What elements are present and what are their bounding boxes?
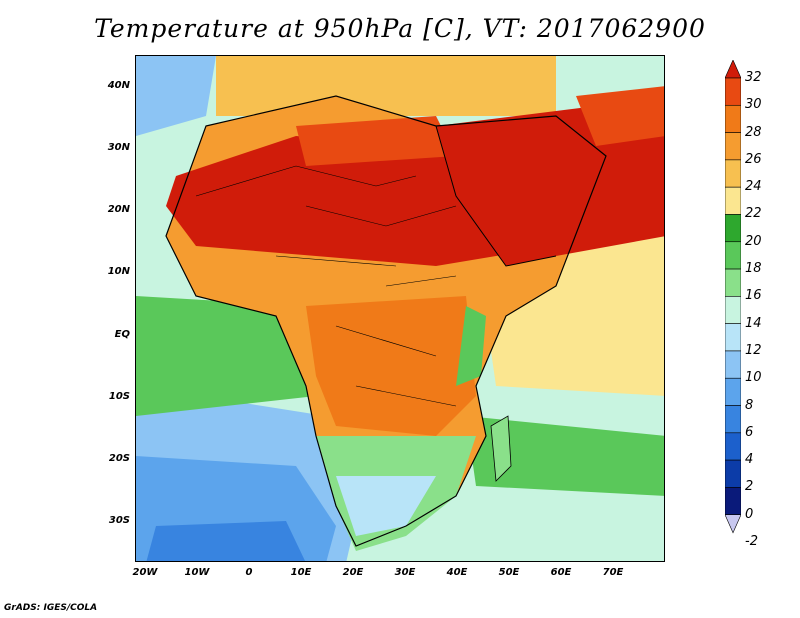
colorbar-label-20: 20	[745, 233, 762, 249]
colorbar-label-8: 8	[745, 397, 754, 413]
persian-region	[576, 86, 664, 146]
colorbar-segment-16	[725, 268, 741, 297]
lat-label-10s: 10S	[108, 391, 130, 402]
lon-label-70e: 70E	[602, 567, 624, 578]
southern-africa-cool	[336, 476, 436, 536]
colorbar-label-22: 22	[745, 206, 762, 222]
colorbar-segment-12	[725, 323, 741, 352]
lon-label-40e: 40E	[446, 567, 468, 578]
east-africa-highlands	[456, 306, 486, 386]
lon-label-20w: 20W	[132, 567, 158, 578]
arabia-hot	[436, 106, 664, 266]
tropical-atlantic	[136, 296, 316, 416]
colorbar-label-24: 24	[745, 179, 762, 195]
colorbar-segment-26	[725, 132, 741, 161]
africa-coastline	[165, 95, 607, 547]
colorbar-segment-18	[725, 241, 741, 270]
colorbar-segment-20	[725, 214, 741, 243]
lon-label-50e: 50E	[498, 567, 520, 578]
lon-label-10w: 10W	[184, 567, 210, 578]
lat-label-30s: 30S	[108, 515, 130, 526]
colorbar-segment-10	[725, 350, 741, 379]
colorbar-segment-0	[725, 487, 741, 516]
central-africa	[306, 296, 476, 436]
colorbar-label-16: 16	[745, 288, 762, 304]
indian-ocean-band	[466, 416, 664, 496]
north-africa-warm	[296, 116, 456, 166]
south-atlantic-coldest	[146, 521, 306, 561]
temperature-map	[136, 56, 664, 561]
colorbar-label-32: 32	[745, 70, 762, 85]
lat-label-20s: 20S	[108, 453, 130, 464]
colorbar-label-4: 4	[745, 452, 754, 468]
colorbar-label-2: 2	[745, 479, 754, 495]
colorbar-top-arrow	[725, 60, 741, 79]
footer-credit: GrADS: IGES/COLA	[4, 603, 98, 613]
mediterranean	[216, 56, 556, 116]
colorbar-segment-2	[725, 459, 741, 488]
lat-label-10n: 10N	[107, 266, 130, 277]
colorbar-label-0: 0	[745, 506, 754, 522]
colorbar-label-6: 6	[745, 424, 754, 440]
lon-label-30e: 30E	[394, 567, 416, 578]
colorbar-label-26: 26	[745, 151, 762, 167]
lon-label-0: 0	[245, 567, 253, 578]
colorbar-segment-8	[725, 377, 741, 406]
colorbar-segment-30	[725, 77, 741, 106]
madagascar	[490, 415, 512, 482]
colorbar-segment-28	[725, 104, 741, 133]
lat-label-eq: EQ	[114, 329, 130, 340]
colorbar-label-28: 28	[745, 124, 762, 140]
north-atlantic-cool	[136, 56, 216, 136]
colorbar-label-18: 18	[745, 261, 762, 277]
colorbar-label-10: 10	[745, 370, 762, 386]
colorbar-segment-14	[725, 296, 741, 324]
colorbar-segment-6	[725, 405, 741, 434]
colorbar	[725, 60, 741, 534]
colorbar-label-12: 12	[745, 342, 762, 358]
lon-label-60e: 60E	[550, 567, 572, 578]
map-panel	[135, 55, 665, 562]
chart-title: Temperature at 950hPa [C], VT: 201706290…	[94, 14, 706, 43]
colorbar-bottom-arrow	[725, 514, 741, 534]
colorbar-segment-24	[725, 159, 741, 188]
colorbar-label--2: -2	[745, 534, 758, 549]
colorbar-label-30: 30	[745, 97, 762, 113]
colorbar-segment-22	[725, 186, 741, 215]
colorbar-segment-4	[725, 432, 741, 461]
lat-label-30n: 30N	[107, 142, 130, 153]
red-sea-coast	[435, 125, 557, 267]
colorbar-label-14: 14	[745, 315, 762, 331]
lon-label-20e: 20E	[342, 567, 364, 578]
country-borders	[195, 165, 457, 407]
lat-label-40n: 40N	[107, 80, 130, 91]
lat-label-20n: 20N	[107, 204, 130, 215]
lon-label-10e: 10E	[290, 567, 312, 578]
